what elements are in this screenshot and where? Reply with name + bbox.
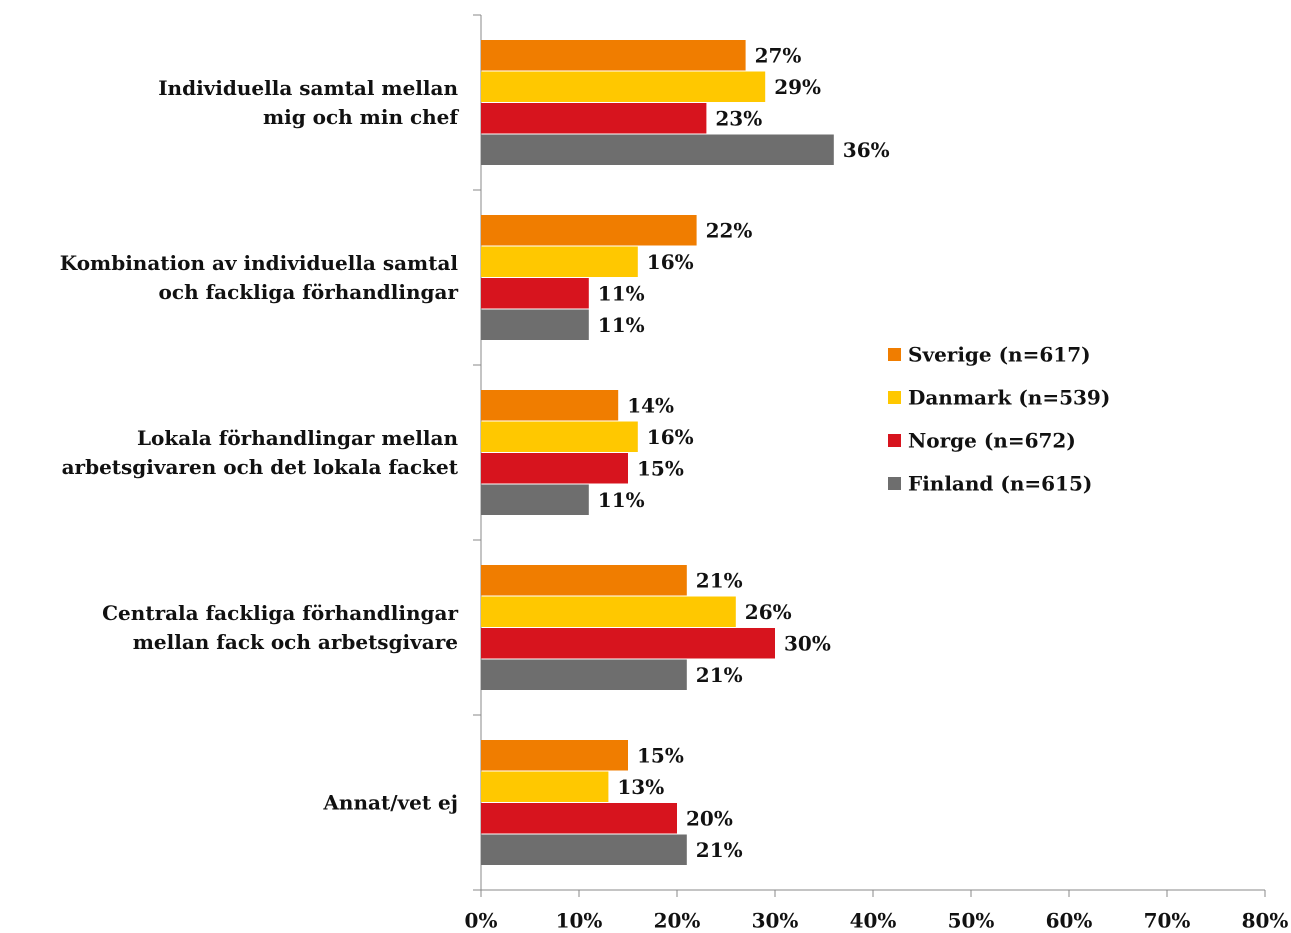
bar — [481, 246, 638, 277]
bar — [481, 40, 746, 71]
value-label: 21% — [696, 838, 743, 862]
x-tick-label: 40% — [850, 909, 897, 933]
bar — [481, 309, 589, 340]
bar — [481, 628, 775, 659]
legend-label: Finland (n=615) — [908, 472, 1092, 496]
bar — [481, 484, 589, 515]
value-label: 30% — [784, 631, 831, 655]
legend-swatch — [888, 348, 901, 361]
category-label: Centrala fackliga förhandlingar mellan f… — [102, 601, 458, 654]
bar — [481, 834, 687, 865]
bar — [481, 103, 707, 134]
value-label: 21% — [696, 663, 743, 687]
bar — [481, 453, 628, 484]
bar — [481, 71, 766, 102]
category-label: Annat/vet ej — [323, 790, 458, 815]
legend-swatch — [888, 477, 901, 490]
value-label: 36% — [843, 138, 890, 162]
x-tick-label: 10% — [556, 909, 603, 933]
value-label: 16% — [647, 425, 694, 449]
bar — [481, 771, 609, 802]
legend-swatch — [888, 391, 901, 404]
bar — [481, 596, 736, 627]
bar — [481, 390, 619, 421]
value-label: 21% — [696, 568, 743, 592]
value-label: 14% — [627, 393, 674, 417]
legend-label: Danmark (n=539) — [908, 386, 1110, 410]
category-label: Kombination av individuella samtal och f… — [59, 251, 458, 304]
value-label: 15% — [637, 456, 684, 480]
value-label: 22% — [706, 218, 753, 242]
value-label: 16% — [647, 250, 694, 274]
value-label: 23% — [715, 106, 762, 130]
x-tick-label: 0% — [465, 909, 498, 933]
bar — [481, 215, 697, 246]
bar — [481, 659, 687, 690]
category-label: Lokala förhandlingar mellan arbetsgivare… — [61, 426, 458, 479]
bar — [481, 278, 589, 309]
value-label: 27% — [755, 43, 802, 67]
value-label: 13% — [617, 775, 664, 799]
bar — [481, 565, 687, 596]
x-tick-label: 20% — [654, 909, 701, 933]
value-label: 11% — [598, 488, 645, 512]
bar — [481, 134, 834, 165]
legend-label: Sverige (n=617) — [908, 343, 1091, 367]
bar — [481, 740, 628, 771]
bar — [481, 803, 677, 834]
value-label: 20% — [686, 806, 733, 830]
bar — [481, 421, 638, 452]
x-tick-label: 70% — [1144, 909, 1191, 933]
x-tick-label: 60% — [1046, 909, 1093, 933]
value-label: 11% — [598, 281, 645, 305]
legend-swatch — [888, 434, 901, 447]
value-label: 26% — [745, 600, 792, 624]
value-label: 11% — [598, 313, 645, 337]
value-label: 15% — [637, 743, 684, 767]
x-tick-label: 30% — [752, 909, 799, 933]
value-label: 29% — [774, 75, 821, 99]
category-label: Individuella samtal mellan mig och min c… — [158, 76, 458, 129]
x-tick-label: 50% — [948, 909, 995, 933]
x-tick-label: 80% — [1242, 909, 1289, 933]
legend-label: Norge (n=672) — [908, 429, 1076, 453]
